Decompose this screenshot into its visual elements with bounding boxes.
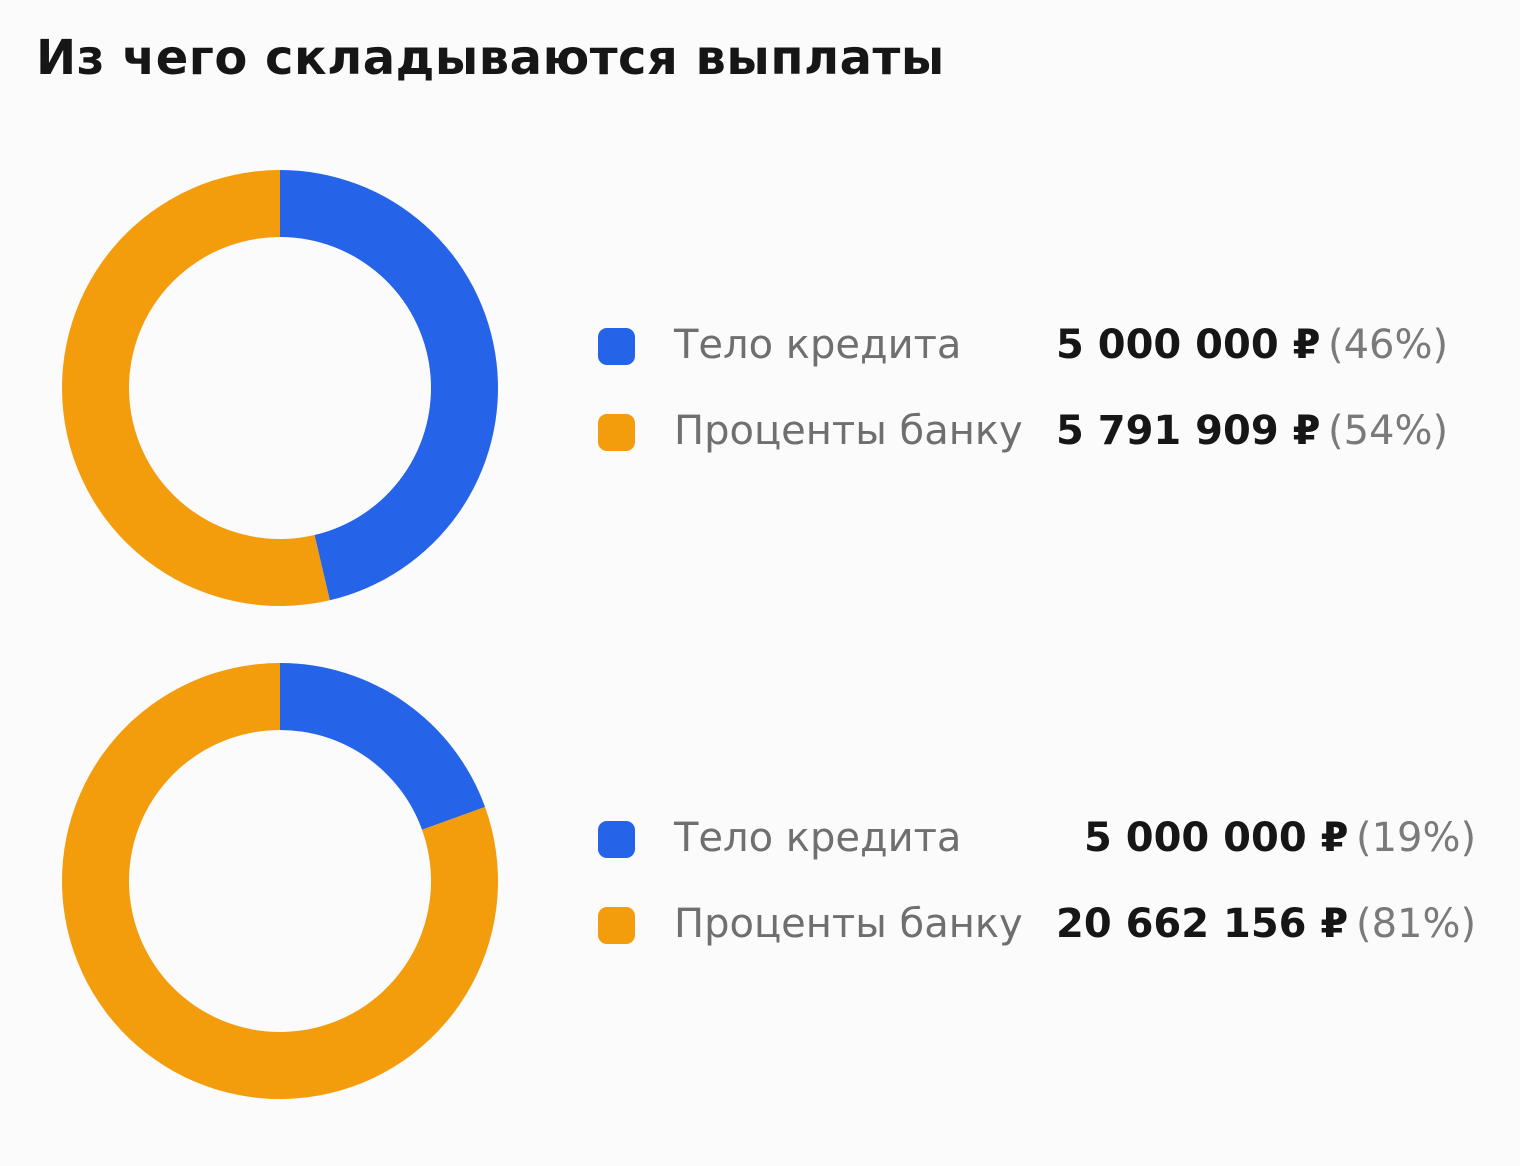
legend-label: Тело кредита bbox=[674, 815, 962, 861]
legend-label: Тело кредита bbox=[674, 322, 962, 368]
legend-swatch-principal bbox=[598, 328, 635, 365]
legend-swatch-interest bbox=[598, 907, 635, 944]
donut-chart-2 bbox=[61, 663, 498, 1099]
legend-swatch-interest bbox=[598, 414, 635, 451]
legend-label: Проценты банку bbox=[674, 901, 1023, 947]
legend-swatch-principal bbox=[598, 821, 635, 858]
donut-chart-1 bbox=[61, 170, 498, 606]
donut-slice-principal bbox=[280, 170, 498, 601]
legend-percent: (81%) bbox=[1356, 901, 1477, 947]
donut-slice-interest bbox=[61, 170, 330, 606]
legend-percent: (46%) bbox=[1328, 322, 1449, 368]
donut-slice-interest bbox=[61, 663, 498, 1099]
legend-amount: 5 000 000 ₽ bbox=[1056, 322, 1321, 368]
donut-slice-principal bbox=[280, 663, 486, 830]
page-title: Из чего складываются выплаты bbox=[36, 30, 945, 86]
legend-amount: 5 000 000 ₽ bbox=[1084, 815, 1349, 861]
legend-percent: (19%) bbox=[1356, 815, 1477, 861]
legend-amount: 20 662 156 ₽ bbox=[1056, 901, 1349, 947]
legend-label: Проценты банку bbox=[674, 408, 1023, 454]
legend-amount: 5 791 909 ₽ bbox=[1056, 408, 1321, 454]
legend-percent: (54%) bbox=[1328, 408, 1449, 454]
